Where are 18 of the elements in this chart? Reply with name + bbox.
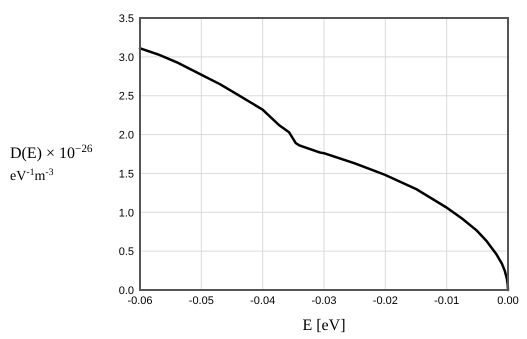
y-tick-label: 0.0 — [118, 285, 134, 297]
line-series — [138, 47, 510, 292]
y-tick-label: 2.0 — [118, 130, 134, 142]
y-tick-label: 2.5 — [118, 90, 134, 103]
x-tick-label: -0.04 — [250, 295, 276, 307]
y-tick-label: 1.0 — [118, 207, 134, 220]
x-tick-label: -0.05 — [188, 295, 214, 307]
y-tick-label: 1.5 — [118, 168, 134, 180]
x-tick-label: -0.02 — [372, 295, 398, 307]
x-axis-title: E [eV] — [302, 317, 346, 334]
x-tick-label: -0.06 — [127, 295, 153, 307]
x-tick-label: 0.00 — [497, 295, 519, 307]
text: D(E) × 10$^{−26}$ eV$^{-1}$m$^{-3}$ — [10, 143, 93, 184]
x-tick-label: -0.01 — [434, 295, 460, 307]
y-tick-label: 3.5 — [118, 13, 134, 25]
x-tick-label: -0.03 — [311, 295, 337, 307]
y-tick-label: 3.0 — [118, 52, 134, 64]
y-tick-label: 0.5 — [118, 246, 134, 258]
